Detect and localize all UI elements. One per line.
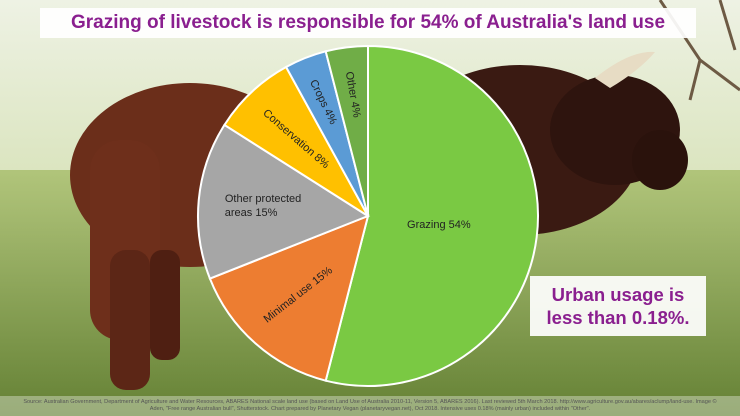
pie-slice-5: [324, 44, 369, 217]
title-banner: Grazing of livestock is responsible for …: [40, 8, 696, 38]
source-footnote: Source: Australian Government, Departmen…: [0, 396, 740, 416]
chart-title: Grazing of livestock is responsible for …: [70, 12, 666, 33]
pie-slice-2: [197, 123, 371, 280]
slice-label-2: Other protected areas 15%: [225, 193, 302, 219]
pie-slice-1: [208, 214, 370, 382]
slice-label-0: Grazing 54%: [407, 219, 471, 231]
urban-usage-callout: Urban usage is less than 0.18%.: [530, 276, 706, 336]
pie-slice-0: [324, 44, 540, 387]
callout-text: Urban usage is less than 0.18%.: [546, 284, 690, 328]
source-text: Source: Australian Government, Departmen…: [23, 399, 717, 412]
